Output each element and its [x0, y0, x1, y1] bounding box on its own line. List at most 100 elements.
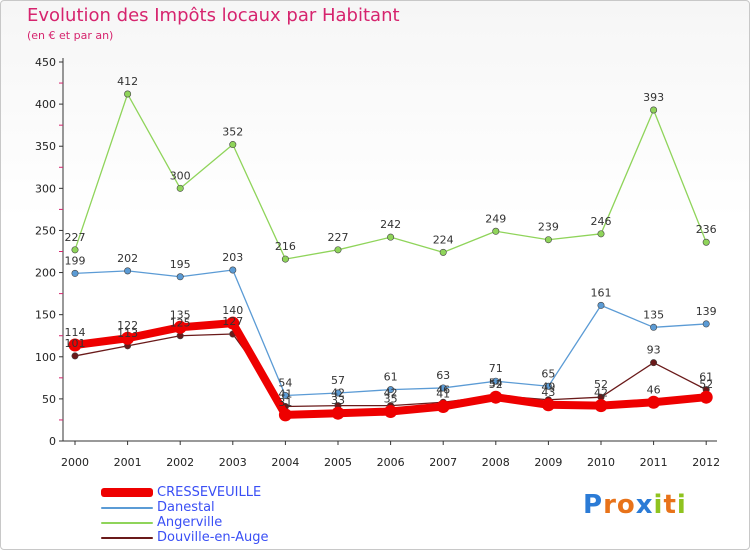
data-label: 42	[594, 387, 608, 400]
data-label: 352	[222, 126, 243, 139]
data-point	[226, 316, 240, 330]
data-point	[334, 389, 342, 397]
data-label: 227	[328, 231, 349, 244]
data-label: 65	[541, 367, 555, 380]
data-label: 41	[436, 387, 450, 400]
data-label: 300	[170, 169, 191, 182]
data-label: 63	[436, 369, 450, 382]
legend-item: Douville-en-Auge	[101, 530, 268, 545]
data-point	[387, 386, 395, 394]
data-label: 61	[699, 371, 713, 384]
data-label: 393	[643, 91, 664, 104]
data-label: 61	[384, 371, 398, 384]
data-label: 52	[594, 378, 608, 391]
y-tick-label: 250	[35, 224, 56, 237]
data-point	[68, 338, 82, 352]
legend-swatch	[101, 506, 153, 509]
y-tick-label: 400	[35, 98, 56, 111]
data-label: 224	[433, 233, 454, 246]
data-point	[650, 359, 658, 367]
data-label: 246	[591, 215, 612, 228]
data-label: 71	[489, 362, 503, 375]
data-label: 203	[222, 251, 243, 264]
data-point	[439, 384, 447, 392]
data-label: 57	[331, 374, 345, 387]
x-tick-label: 2011	[640, 456, 668, 469]
data-label: 199	[65, 254, 86, 267]
data-label: 125	[170, 317, 191, 330]
data-label: 31	[278, 396, 292, 409]
data-label: 195	[170, 258, 191, 271]
data-point	[334, 246, 342, 254]
data-label: 41	[278, 387, 292, 400]
data-label: 412	[117, 75, 138, 88]
x-tick-label: 2001	[114, 456, 142, 469]
legend-swatch	[101, 488, 153, 497]
data-point	[278, 408, 292, 422]
legend-label: Douville-en-Auge	[157, 530, 269, 545]
data-label: 49	[541, 381, 555, 394]
proxiti-logo: Proxiti	[583, 490, 687, 520]
data-point	[229, 141, 237, 149]
data-label: 42	[331, 387, 345, 400]
x-tick-label: 2004	[271, 456, 299, 469]
data-label: 140	[222, 304, 243, 317]
data-label: 135	[170, 308, 191, 321]
data-point	[702, 238, 710, 246]
data-label: 52	[699, 378, 713, 391]
y-tick-label: 300	[35, 182, 56, 195]
x-tick-label: 2009	[534, 456, 562, 469]
data-point	[594, 399, 608, 413]
data-point	[173, 320, 187, 334]
y-tick-label: 50	[42, 393, 56, 406]
x-tick-label: 2003	[219, 456, 247, 469]
legend-label: Angerville	[157, 515, 223, 530]
data-label: 101	[65, 337, 86, 350]
chart-title: Evolution des Impôts locaux par Habitant	[27, 5, 400, 26]
data-label: 135	[643, 308, 664, 321]
data-label: 114	[65, 326, 86, 339]
legend-item: CRESSEVEUILLE	[101, 485, 268, 500]
y-tick-label: 100	[35, 351, 56, 364]
data-label: 242	[380, 218, 401, 231]
x-tick-label: 2007	[429, 456, 457, 469]
y-tick-label: 150	[35, 309, 56, 322]
data-point	[650, 323, 658, 331]
data-label: 43	[541, 386, 555, 399]
data-point	[384, 405, 398, 419]
x-tick-label: 2010	[587, 456, 615, 469]
data-label: 249	[485, 212, 506, 225]
data-label: 122	[117, 319, 138, 332]
data-point	[699, 390, 713, 404]
data-point	[281, 392, 289, 400]
data-point	[597, 301, 605, 309]
data-point	[541, 398, 555, 412]
data-label: 54	[489, 377, 503, 390]
data-label: 161	[591, 286, 612, 299]
data-point	[121, 331, 135, 345]
data-point	[229, 266, 237, 274]
legend-label: Danestal	[157, 500, 215, 515]
data-label: 46	[436, 383, 450, 396]
data-label: 227	[65, 231, 86, 244]
data-label: 127	[222, 315, 243, 328]
data-label: 236	[696, 223, 717, 236]
data-label: 42	[384, 387, 398, 400]
x-tick-label: 2008	[482, 456, 510, 469]
data-point	[436, 399, 450, 413]
y-tick-label: 200	[35, 267, 56, 280]
chart-legend: CRESSEVEUILLE Danestal Angerville Douville-…	[101, 485, 268, 545]
data-point	[544, 236, 552, 244]
x-tick-label: 2006	[377, 456, 405, 469]
x-tick-label: 2012	[692, 456, 720, 469]
x-tick-label: 2000	[61, 456, 89, 469]
data-point	[71, 269, 79, 277]
x-tick-label: 2002	[166, 456, 194, 469]
data-point	[176, 273, 184, 281]
chart-subtitle: (en € et par an)	[27, 29, 114, 42]
legend-label: CRESSEVEUILLE	[157, 485, 262, 500]
data-point	[71, 246, 79, 254]
data-point	[650, 106, 658, 114]
y-tick-label: 0	[49, 435, 56, 448]
